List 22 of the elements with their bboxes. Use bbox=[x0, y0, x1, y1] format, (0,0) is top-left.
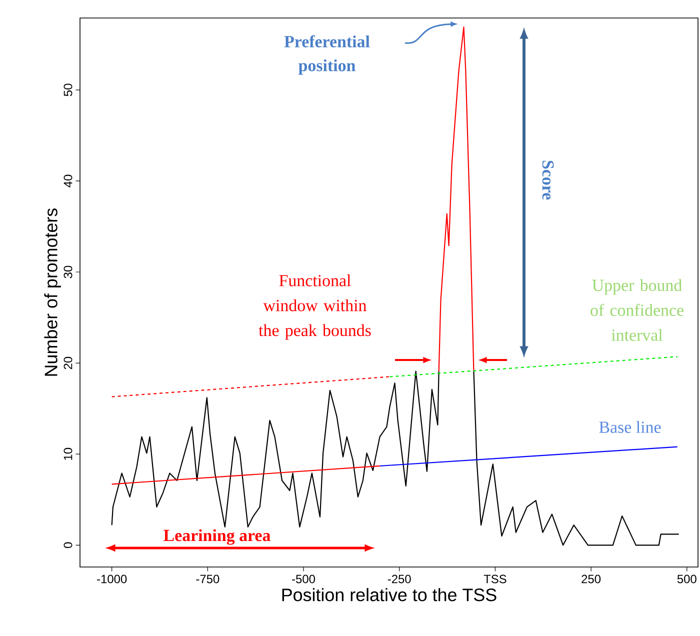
annotation: Learining area bbox=[164, 529, 270, 545]
y-tick-label: 10 bbox=[64, 448, 72, 460]
x-tick-label: -250 bbox=[388, 574, 411, 584]
y-tick-label: 40 bbox=[64, 174, 72, 188]
y-tick-label: 0 bbox=[64, 542, 72, 548]
x-axis-title: Position relative to the TSS bbox=[282, 588, 496, 602]
annotation: Score bbox=[542, 160, 554, 200]
x-tick-label: 500 bbox=[677, 574, 696, 584]
annotation: Preferential position bbox=[284, 35, 370, 75]
y-tick-label: 50 bbox=[64, 84, 72, 96]
line-series bbox=[438, 26, 474, 372]
x-tick-label: -500 bbox=[292, 574, 316, 584]
annotation: Base line bbox=[599, 421, 661, 433]
x-tick-label: TSS bbox=[484, 574, 506, 584]
x-tick-label: -1000 bbox=[97, 574, 127, 584]
y-axis-title: Number of promoters bbox=[44, 208, 61, 376]
x-tick-label: -750 bbox=[196, 574, 220, 584]
annotation: Functional window within the peak bounds bbox=[258, 274, 371, 340]
y-tick-label: 30 bbox=[64, 266, 72, 278]
annotation: Upper bound of confidence interval bbox=[590, 279, 684, 341]
x-tick-label: 250 bbox=[582, 574, 601, 584]
y-tick-label: 20 bbox=[64, 356, 72, 370]
